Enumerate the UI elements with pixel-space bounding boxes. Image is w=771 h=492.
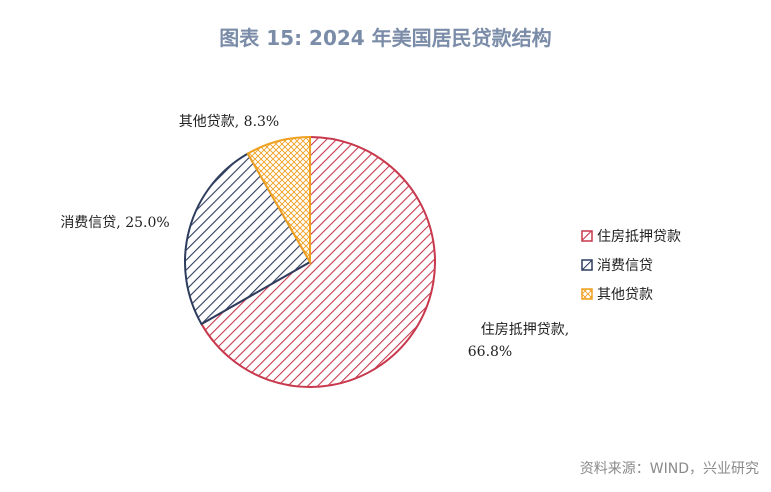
legend-label-1: 住房抵押贷款 xyxy=(597,229,681,245)
slice-label-1-line-2: 66.8% xyxy=(468,344,512,360)
source-note: 资料来源：WIND，兴业研究 xyxy=(580,458,759,478)
pie-slices xyxy=(185,137,435,387)
legend-label-2: 消费信贷 xyxy=(597,258,653,274)
legend-swatch-1 xyxy=(582,231,592,241)
legend-label-3: 其他贷款 xyxy=(597,287,653,303)
slice-label-3: 其他贷款, 8.3% xyxy=(179,114,279,130)
legend-swatch-2 xyxy=(582,260,592,270)
slice-label-1-line-1: 住房抵押贷款, xyxy=(481,322,569,338)
legend-swatch-3 xyxy=(582,289,592,299)
slice-label-2: 消费信贷, 25.0% xyxy=(60,215,169,231)
